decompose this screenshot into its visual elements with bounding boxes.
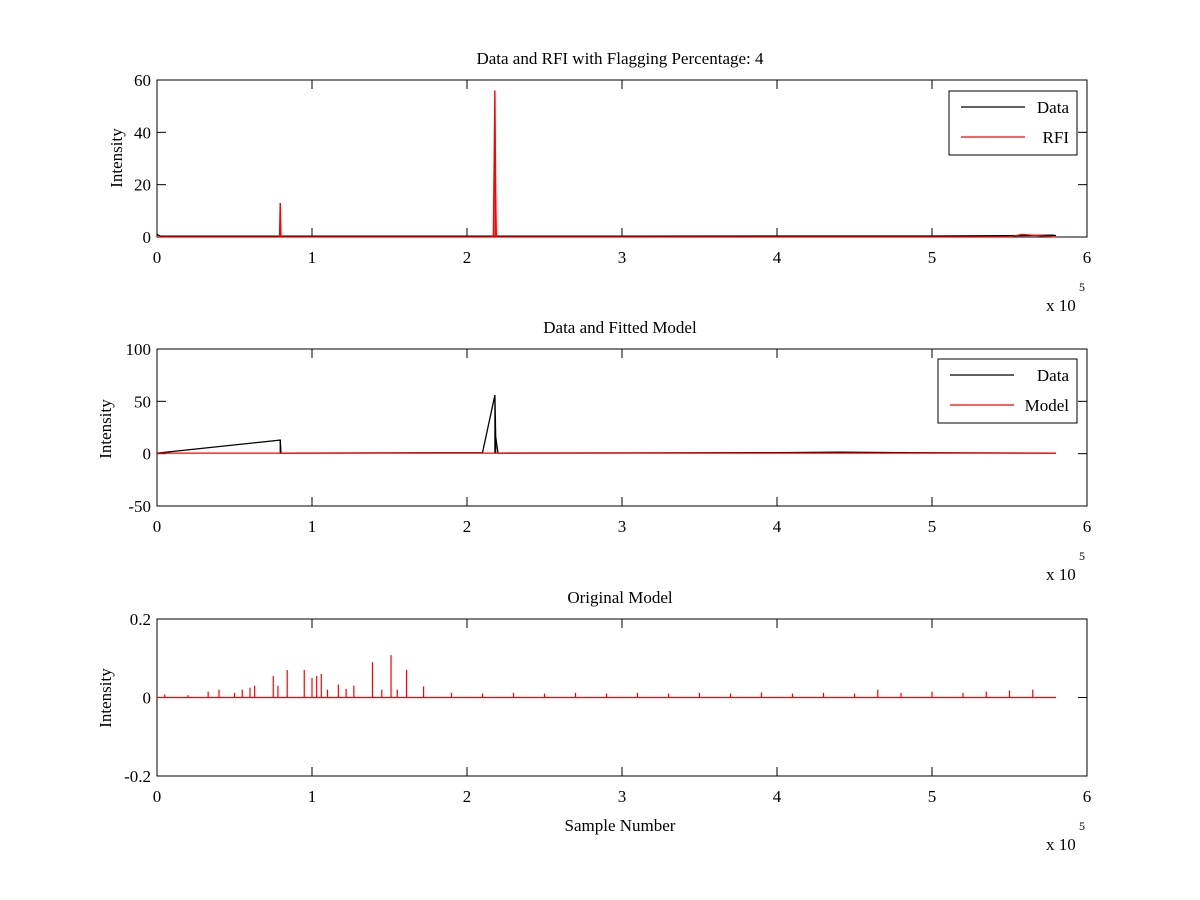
x-exponent-label: x 10 <box>1046 565 1076 584</box>
legend-label-data: Data <box>1037 98 1070 117</box>
y-tick-label: -0.2 <box>124 767 151 786</box>
x-tick-label: 5 <box>928 248 937 267</box>
x-tick-label: 6 <box>1083 248 1092 267</box>
panel-title: Data and RFI with Flagging Percentage: 4 <box>476 49 764 68</box>
x-tick-label: 5 <box>928 517 937 536</box>
x-tick-label: 1 <box>308 517 317 536</box>
x-tick-label: 0 <box>153 248 162 267</box>
x-tick-label: 0 <box>153 517 162 536</box>
x-tick-label: 3 <box>618 787 627 806</box>
x-tick-label: 4 <box>773 248 782 267</box>
x-tick-label: 4 <box>773 787 782 806</box>
x-tick-label: 2 <box>463 517 472 536</box>
legend-label-data: Data <box>1037 366 1070 385</box>
x-tick-label: 6 <box>1083 787 1092 806</box>
y-tick-label: 20 <box>134 176 151 195</box>
x-exponent-sup: 5 <box>1079 549 1085 563</box>
legend-box <box>948 90 1078 156</box>
plot-area <box>156 79 1088 238</box>
x-tick-label: 6 <box>1083 517 1092 536</box>
y-tick-label: 0 <box>143 228 152 247</box>
x-tick-label: 4 <box>773 517 782 536</box>
y-axis-label: Intensity <box>96 668 115 728</box>
y-tick-label: 50 <box>134 392 151 411</box>
x-tick-label: 3 <box>618 517 627 536</box>
x-exponent-sup: 5 <box>1079 819 1085 833</box>
x-tick-label: 0 <box>153 787 162 806</box>
y-axis-label: Intensity <box>107 128 126 188</box>
x-exponent-label: x 10 <box>1046 296 1076 315</box>
y-tick-label: 100 <box>126 340 152 359</box>
panel-data-and-fitted-model: Data and Fitted Model Intensity x 10 5 0… <box>96 318 1091 584</box>
legend-label-rfi: RFI <box>1043 128 1070 147</box>
legend-label-model: Model <box>1025 396 1070 415</box>
y-tick-label: 60 <box>134 71 151 90</box>
x-axis-label: Sample Number <box>565 816 676 835</box>
legend: Data RFI <box>948 90 1078 156</box>
panel-data-and-rfi: Data and RFI with Flagging Percentage: 4… <box>107 49 1091 315</box>
x-exponent-sup: 5 <box>1079 280 1085 294</box>
x-tick-label: 1 <box>308 248 317 267</box>
x-tick-label: 5 <box>928 787 937 806</box>
x-tick-label: 3 <box>618 248 627 267</box>
panel-title: Data and Fitted Model <box>543 318 697 337</box>
panel-title: Original Model <box>567 588 673 607</box>
legend: Data Model <box>937 358 1078 424</box>
y-tick-label: 0.2 <box>130 610 151 629</box>
y-tick-label: 40 <box>134 123 151 142</box>
y-tick-label: 0 <box>143 445 152 464</box>
x-tick-label: 2 <box>463 248 472 267</box>
x-exponent-label: x 10 <box>1046 835 1076 854</box>
legend-box <box>937 358 1078 424</box>
y-tick-label: -50 <box>128 497 151 516</box>
x-tick-label: 2 <box>463 787 472 806</box>
panel-original-model: Original Model Intensity Sample Number x… <box>96 588 1091 854</box>
y-tick-label: 0 <box>143 689 152 708</box>
x-tick-label: 1 <box>308 787 317 806</box>
y-axis-label: Intensity <box>96 399 115 459</box>
plot-area <box>156 348 1088 507</box>
